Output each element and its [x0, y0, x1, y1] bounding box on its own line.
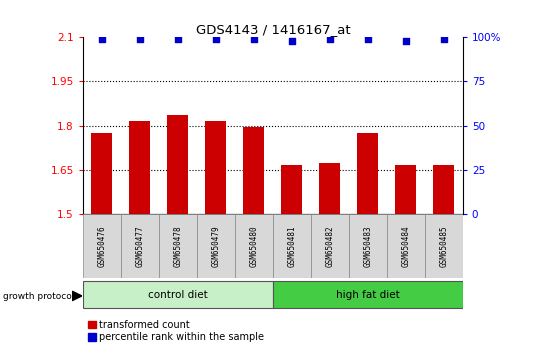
Point	[325, 36, 334, 42]
Text: growth protocol: growth protocol	[3, 292, 74, 301]
Legend: transformed count, percentile rank within the sample: transformed count, percentile rank withi…	[88, 320, 264, 342]
Bar	[121, 214, 159, 278]
Bar	[91, 133, 112, 214]
Bar	[395, 166, 416, 214]
Bar	[281, 166, 302, 214]
Bar	[159, 214, 197, 278]
Text: GSM650476: GSM650476	[97, 225, 106, 267]
Point	[401, 38, 410, 44]
Text: GSM650482: GSM650482	[325, 225, 334, 267]
Polygon shape	[72, 291, 82, 301]
Bar	[273, 281, 463, 308]
Bar	[83, 281, 273, 308]
Bar	[235, 214, 273, 278]
Bar	[197, 214, 235, 278]
Text: GSM650480: GSM650480	[249, 225, 258, 267]
Bar	[387, 214, 425, 278]
Text: GSM650484: GSM650484	[401, 225, 410, 267]
Text: GSM650481: GSM650481	[287, 225, 296, 267]
Text: GSM650477: GSM650477	[135, 225, 144, 267]
Text: GSM650483: GSM650483	[363, 225, 372, 267]
Bar	[205, 121, 226, 214]
Bar	[243, 127, 264, 214]
Bar	[273, 214, 311, 278]
Point	[440, 36, 448, 42]
Point	[288, 38, 296, 44]
Point	[249, 36, 258, 42]
Bar	[433, 166, 454, 214]
Bar	[167, 115, 188, 214]
Bar	[425, 214, 463, 278]
Bar	[319, 163, 340, 214]
Text: GSM650485: GSM650485	[439, 225, 448, 267]
Point	[173, 36, 182, 42]
Bar	[83, 214, 121, 278]
Text: GSM650479: GSM650479	[211, 225, 220, 267]
Bar	[129, 121, 150, 214]
Point	[97, 36, 106, 42]
Point	[135, 36, 144, 42]
Text: GSM650478: GSM650478	[173, 225, 182, 267]
Bar	[311, 214, 349, 278]
Title: GDS4143 / 1416167_at: GDS4143 / 1416167_at	[195, 23, 350, 36]
Point	[212, 36, 220, 42]
Text: high fat diet: high fat diet	[336, 290, 400, 300]
Text: control diet: control diet	[148, 290, 208, 300]
Point	[364, 36, 372, 42]
Bar	[357, 133, 378, 214]
Bar	[349, 214, 387, 278]
